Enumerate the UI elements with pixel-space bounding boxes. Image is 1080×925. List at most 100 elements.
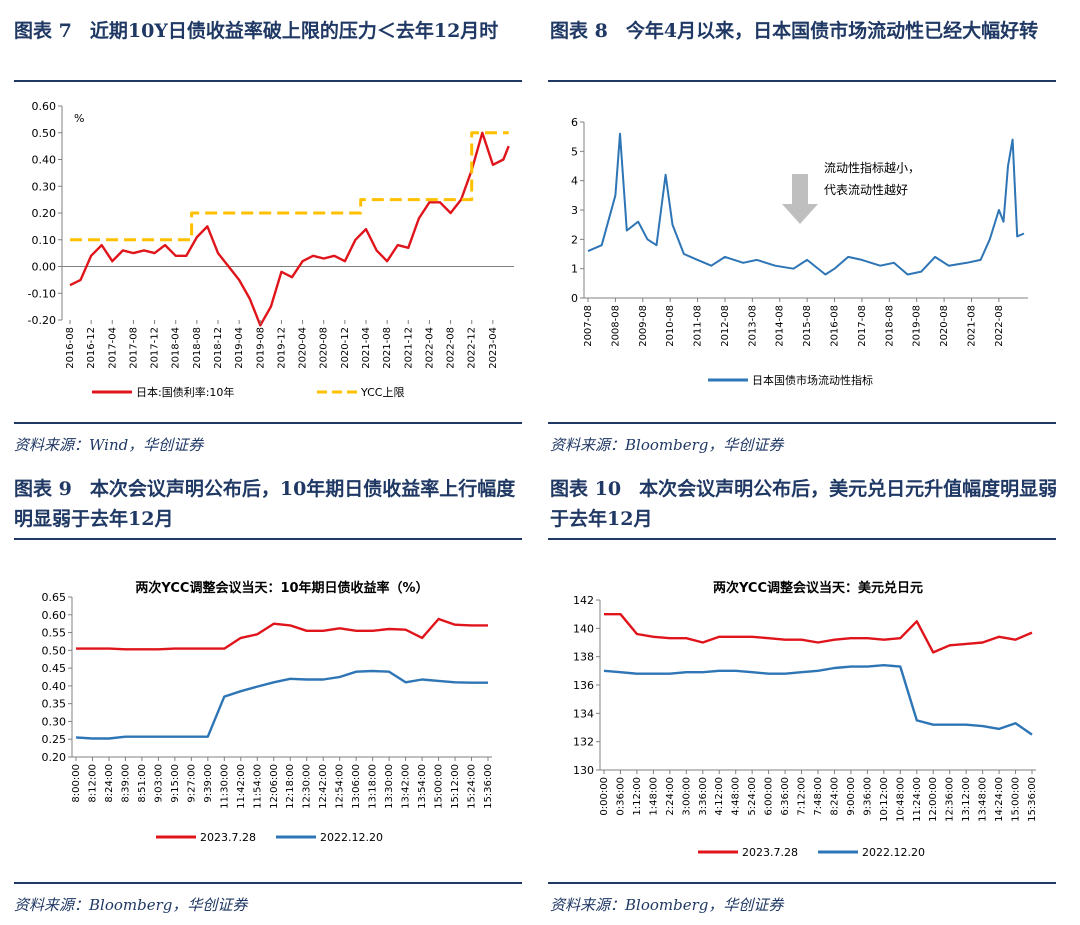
x-tick-label: 2021-04 (361, 327, 372, 369)
x-tick-label: 2021-08 (966, 305, 977, 347)
x-tick-label: 9:15:00 (170, 764, 181, 803)
x-tick-label: 8:51:00 (137, 764, 148, 803)
x-tick-label: 2019-04 (234, 327, 245, 369)
y-tick-label: 138 (573, 651, 594, 664)
x-tick-label: 13:42:00 (401, 764, 412, 809)
x-tick-label: 12:42:00 (318, 764, 329, 809)
legend-label: 日本国债市场流动性指标 (752, 373, 873, 387)
x-tick-label: 5:24:00 (747, 777, 758, 816)
figure-title-9: 图表 9 本次会议声明公布后，10年期日债收益率上行幅度明显弱于去年12月 (14, 474, 524, 534)
y-tick-label: 1 (571, 263, 578, 276)
x-tick-label: 2016-08 (830, 305, 841, 347)
x-tick-label: 8:12:00 (87, 764, 98, 803)
x-tick-label: 15:00:00 (1011, 777, 1022, 822)
series-line-2022 (75, 669, 488, 740)
x-tick-label: 2019-08 (912, 305, 923, 347)
x-tick-label: 2009-08 (638, 305, 649, 347)
legend-label: 2023.7.28 (200, 831, 256, 844)
x-tick-label: 2018-08 (192, 327, 203, 369)
x-tick-label: 13:54:00 (417, 764, 428, 809)
y-tick-label: 5 (571, 145, 578, 158)
figure-heading: 今年4月以来，日本国债市场流动性已经大幅好转 (625, 20, 1039, 42)
x-tick-label: 2018-12 (213, 327, 224, 369)
x-tick-label: 4:48:00 (731, 777, 742, 816)
y-tick-label: 0.20 (32, 207, 57, 220)
x-tick-label: 9:00:00 (846, 777, 857, 816)
x-tick-label: 11:24:00 (912, 777, 923, 822)
x-tick-label: 3:00:00 (681, 777, 692, 816)
x-tick-label: 15:12:00 (450, 764, 461, 809)
x-tick-label: 6:00:00 (764, 777, 775, 816)
figure-label: 图表 7 (14, 20, 72, 42)
down-arrow-icon (782, 174, 818, 224)
y-unit-label: % (74, 112, 84, 125)
source-rule (548, 422, 1056, 424)
y-tick-label: 0.60 (32, 100, 57, 113)
y-tick-label: 130 (573, 764, 594, 777)
y-tick-label: 0.50 (42, 644, 67, 657)
source-note: 资料来源：Wind，华创证券 (14, 436, 204, 454)
y-tick-label: 0.40 (42, 680, 67, 693)
x-tick-label: 2023-04 (488, 327, 499, 369)
x-tick-label: 8:39:00 (120, 764, 131, 803)
x-tick-label: 10:12:00 (879, 777, 890, 822)
y-tick-label: 0.10 (32, 234, 57, 247)
y-tick-label: 0.55 (42, 627, 67, 640)
y-tick-label: 0.45 (42, 662, 67, 675)
legend-label: 日本:国债利率:10年 (136, 385, 234, 399)
title-rule (14, 538, 522, 540)
x-tick-label: 2021-08 (382, 327, 393, 369)
y-tick-label: 0.40 (32, 154, 57, 167)
title-rule (548, 80, 1056, 82)
x-tick-label: 8:24:00 (104, 764, 115, 803)
x-tick-label: 2016-12 (86, 327, 97, 369)
x-tick-label: 9:39:00 (203, 764, 214, 803)
x-tick-label: 13:12:00 (961, 777, 972, 822)
y-tick-label: 140 (573, 622, 594, 635)
x-tick-label: 11:30:00 (219, 764, 230, 809)
x-tick-label: 12:54:00 (335, 764, 346, 809)
x-tick-label: 2020-08 (939, 305, 950, 347)
x-tick-label: 12:36:00 (945, 777, 956, 822)
y-tick-label: 0.50 (32, 127, 57, 140)
x-tick-label: 2014-08 (775, 305, 786, 347)
chart-jgb-liquidity: 6 5 4 3 2 1 0 流动性指标越小， 代表流动性越好 2007-08 2008-08 2009… (571, 116, 1028, 387)
chart-intraday-jgb-yield: 两次YCC调整会议当天：10年期日债收益率（%） 0.65 0.60 0.55 0.50… (42, 580, 495, 844)
source-note: 资料来源：Bloomberg，华创证券 (550, 436, 784, 454)
x-tick-label: 12:06:00 (269, 764, 280, 809)
series-line-liquidity (587, 132, 1025, 276)
series-line-2023 (604, 613, 1033, 654)
x-tick-label: 9:03:00 (153, 764, 164, 803)
title-rule (548, 538, 1056, 540)
x-tick-label: 6:36:00 (780, 777, 791, 816)
x-tick-label: 2018-04 (171, 327, 182, 369)
series-line-ycc-cap (70, 131, 509, 242)
series-line-2022 (603, 663, 1033, 736)
y-tick-label: -0.20 (28, 314, 56, 327)
x-tick-label: 12:30:00 (302, 764, 313, 809)
x-tick-label: 2022-12 (467, 327, 478, 369)
x-tick-label: 2012-08 (720, 305, 731, 347)
x-tick-label: 1:48:00 (648, 777, 659, 816)
x-tick-label: 7:48:00 (813, 777, 824, 816)
y-tick-label: 142 (573, 594, 594, 607)
source-rule (14, 882, 522, 884)
figure-heading: 本次会议声明公布后，美元兑日元升值幅度明显弱于去年12月 (550, 478, 1058, 530)
x-tick-label: 15:36:00 (1027, 777, 1038, 822)
x-tick-label: 2021-12 (403, 327, 414, 369)
x-tick-label: 2015-08 (802, 305, 813, 347)
figure-label: 图表 10 (550, 478, 622, 500)
source-rule (548, 882, 1056, 884)
x-tick-label: 2011-08 (693, 305, 704, 347)
annotation-text: 流动性指标越小， (824, 160, 920, 175)
figure-title-10: 图表 10 本次会议声明公布后，美元兑日元升值幅度明显弱于去年12月 (550, 474, 1060, 534)
x-tick-label: 15:24:00 (467, 764, 478, 809)
x-tick-label: 15:00:00 (434, 764, 445, 809)
x-tick-label: 8:00:00 (71, 764, 82, 803)
x-tick-label: 4:12:00 (714, 777, 725, 816)
x-tick-label: 3:36:00 (698, 777, 709, 816)
chart-intraday-usdjpy: 两次YCC调整会议当天：美元兑日元 142 140 138 136 134 132 130 0:… (573, 580, 1038, 859)
x-tick-label: 2008-08 (610, 305, 621, 347)
y-tick-label: 0.00 (32, 261, 57, 274)
x-tick-label: 2022-08 (446, 327, 457, 369)
